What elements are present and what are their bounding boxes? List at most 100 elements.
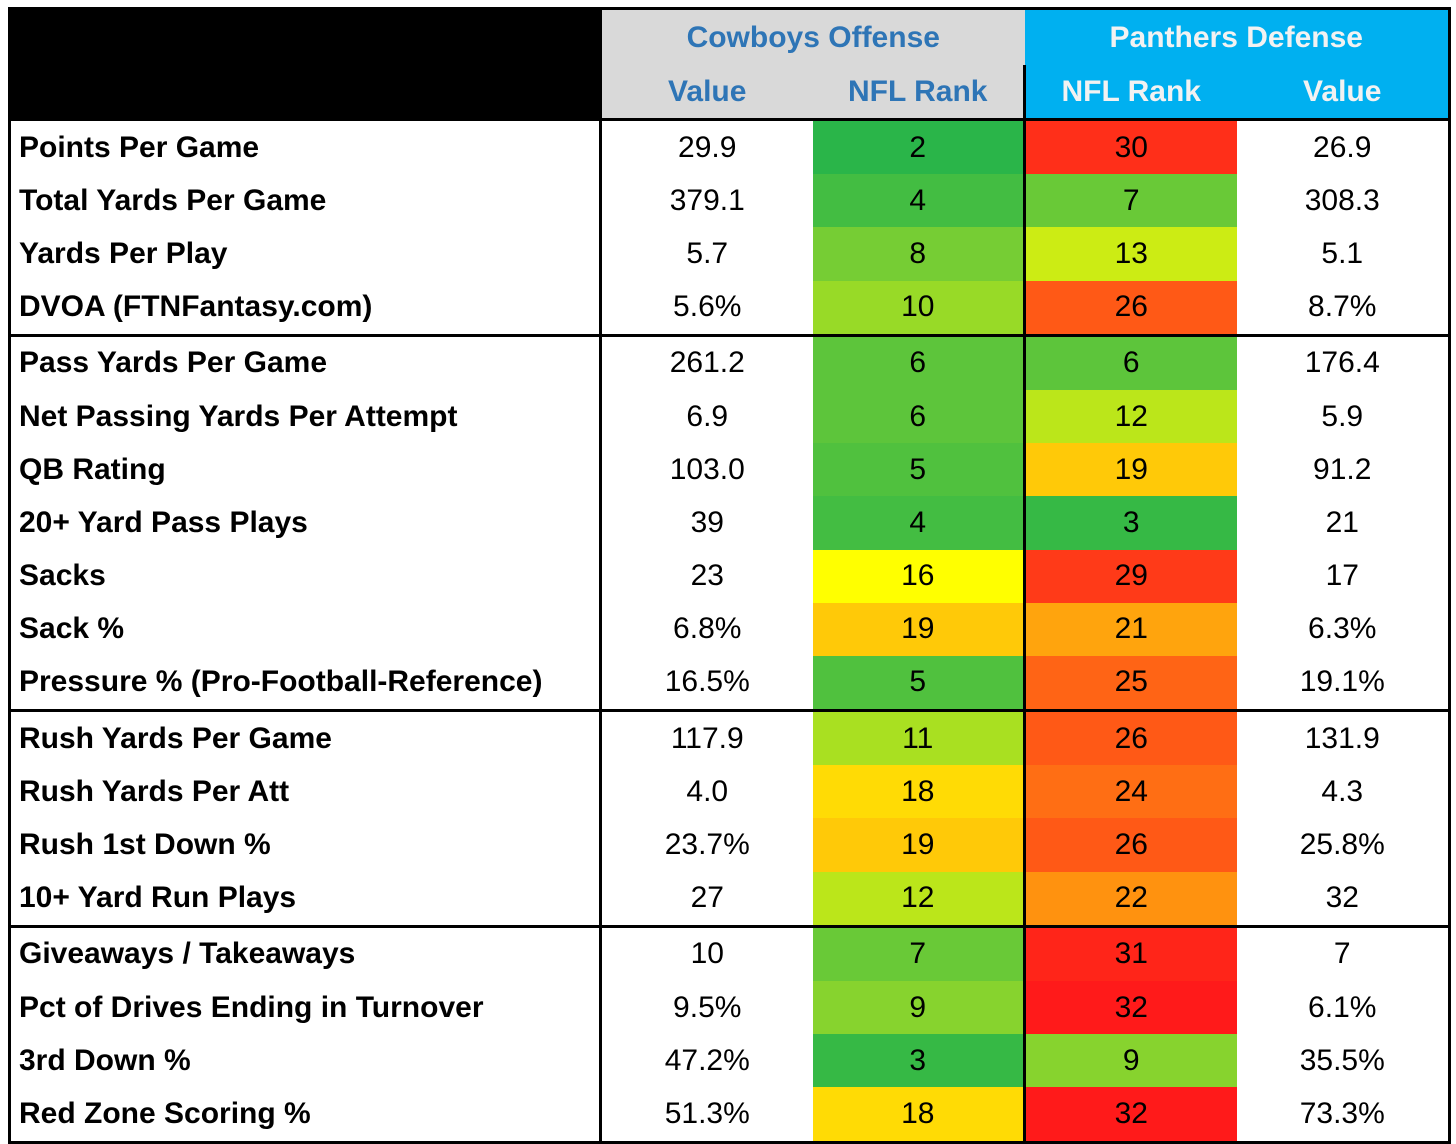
offense-value: 5.6%: [673, 290, 742, 324]
stat-label: Yards Per Play: [8, 227, 602, 281]
offense-rank: 6: [812, 389, 1026, 444]
stat-label: Pressure % (Pro-Football-Reference): [8, 655, 602, 711]
defense-rank: 31: [1024, 924, 1237, 981]
defense-value: 131.9: [1236, 709, 1451, 766]
defense-rank: 22: [1024, 871, 1237, 927]
defense-value: 6.1%: [1236, 981, 1451, 1035]
stat-label: Rush Yards Per Att: [8, 765, 602, 819]
defense-rank: 26: [1024, 280, 1237, 336]
offense-rank: 18: [812, 1087, 1026, 1144]
defense-value: 17: [1236, 549, 1451, 603]
stats-body: Points Per Game 29.9 2 30 26.9 Total Yards Pe…: [8, 118, 1451, 1144]
stat-label: Points Per Game: [8, 118, 602, 175]
defense-value: 19.1%: [1236, 655, 1451, 711]
table-row: Pressure % (Pro-Football-Reference) 16.5%…: [8, 655, 1451, 711]
table-row: 20+ Yard Pass Plays 39 4 3 21: [8, 496, 1451, 550]
stat-label: Net Passing Yards Per Attempt: [8, 389, 602, 444]
defense-rank: 13: [1024, 227, 1237, 281]
table-row: DVOA (FTNFantasy.com) 5.6% 10 26 8.7%: [8, 280, 1451, 336]
offense-rank: 19: [812, 818, 1026, 872]
stat-label: Pct of Drives Ending in Turnover: [8, 981, 602, 1035]
offense-value: 16.5%: [664, 665, 750, 699]
offense-rank: 4: [812, 174, 1026, 228]
offense-value: 6.9: [686, 399, 729, 433]
stat-label: Total Yards Per Game: [8, 174, 602, 228]
stat-label: Rush Yards Per Game: [8, 709, 602, 766]
table-row: Yards Per Play 5.7 8 13 5.1: [8, 227, 1451, 281]
offense-rank: 18: [812, 765, 1026, 819]
table-row: Sack % 6.8% 19 21 6.3%: [8, 602, 1451, 656]
offense-value: 6.8%: [673, 612, 742, 646]
defense-rank: 30: [1024, 118, 1237, 175]
defense-value: 91.2: [1236, 443, 1451, 497]
offense-rank: 9: [812, 981, 1026, 1035]
offense-value: 10: [600, 924, 813, 981]
defense-rank: 9: [1024, 1034, 1237, 1088]
offense-rank: 8: [812, 227, 1026, 281]
defense-value: 5.1: [1236, 227, 1451, 281]
offense-value: 51.3%: [600, 1087, 813, 1144]
offense-value: 103.0: [669, 452, 745, 486]
offense-value: 9.5%: [673, 990, 742, 1024]
defense-value-header: Value: [1236, 65, 1451, 120]
defense-value: 308.3: [1236, 174, 1451, 228]
offense-title: Cowboys Offense: [600, 7, 1025, 65]
stat-label: 20+ Yard Pass Plays: [8, 496, 602, 550]
table-row: Points Per Game 29.9 2 30 26.9: [8, 118, 1451, 175]
offense-rank: 2: [812, 118, 1026, 175]
offense-value: 23.7%: [664, 828, 750, 862]
offense-rank: 16: [812, 549, 1026, 603]
offense-value: 47.2%: [664, 1043, 750, 1077]
offense-rank: 5: [812, 655, 1026, 711]
table-row: Pass Yards Per Game 261.2 6 6 176.4: [8, 333, 1451, 390]
table-row: Total Yards Per Game 379.1 4 7 308.3: [8, 174, 1451, 228]
defense-rank: 24: [1024, 765, 1237, 819]
offense-value: 23: [690, 559, 724, 593]
defense-rank: 32: [1024, 1087, 1237, 1144]
offense-value: 29.9: [600, 118, 813, 175]
table-row: Net Passing Yards Per Attempt 6.9 6 12 5.9: [8, 389, 1451, 444]
table-row: Red Zone Scoring % 51.3% 18 32 73.3%: [8, 1087, 1451, 1144]
stat-label: DVOA (FTNFantasy.com): [8, 280, 602, 336]
stat-label: 3rd Down %: [8, 1034, 602, 1088]
matchup-table-container: Cowboys Offense Panthers Defense Value N…: [8, 7, 1451, 1144]
defense-rank: 19: [1024, 443, 1237, 497]
matchup-stats-table: Cowboys Offense Panthers Defense Value N…: [8, 7, 1451, 1144]
stat-label: 10+ Yard Run Plays: [8, 871, 602, 927]
table-row: Rush Yards Per Att 4.0 18 24 4.3: [8, 765, 1451, 819]
defense-value: 4.3: [1236, 765, 1451, 819]
defense-value: 5.9: [1236, 389, 1451, 444]
defense-value: 32: [1236, 871, 1451, 927]
offense-value: 261.2: [600, 333, 813, 390]
offense-rank: 12: [812, 871, 1026, 927]
table-row: Rush Yards Per Game 117.9 11 26 131.9: [8, 709, 1451, 766]
defense-value: 8.7%: [1236, 280, 1451, 336]
defense-rank: 7: [1024, 174, 1237, 228]
defense-value: 25.8%: [1236, 818, 1451, 872]
offense-value: 117.9: [600, 709, 813, 766]
stat-label: Giveaways / Takeaways: [8, 924, 602, 981]
defense-value: 73.3%: [1236, 1087, 1451, 1144]
offense-value-header: Value: [600, 65, 813, 120]
offense-rank: 4: [812, 496, 1026, 550]
defense-value: 176.4: [1236, 333, 1451, 390]
offense-rank: 7: [812, 924, 1026, 981]
stat-label: Pass Yards Per Game: [8, 333, 602, 390]
offense-value: 27: [690, 881, 724, 915]
stat-label: Sacks: [8, 549, 602, 603]
table-row: Pct of Drives Ending in Turnover 9.5% 9 32 6…: [8, 981, 1451, 1035]
defense-rank: 3: [1024, 496, 1237, 550]
defense-rank: 32: [1024, 981, 1237, 1035]
offense-rank: 10: [812, 280, 1026, 336]
offense-value: 4.0: [686, 774, 729, 808]
offense-rank: 3: [812, 1034, 1026, 1088]
table-row: Giveaways / Takeaways 10 7 31 7: [8, 924, 1451, 981]
table-row: Rush 1st Down % 23.7% 19 26 25.8%: [8, 818, 1451, 872]
defense-rank: 21: [1024, 602, 1237, 656]
offense-rank: 5: [812, 443, 1026, 497]
table-row: 3rd Down % 47.2% 3 9 35.5%: [8, 1034, 1451, 1088]
table-row: QB Rating 103.0 5 19 91.2: [8, 443, 1451, 497]
defense-value: 6.3%: [1236, 602, 1451, 656]
defense-rank: 26: [1024, 818, 1237, 872]
defense-rank: 6: [1024, 333, 1237, 390]
